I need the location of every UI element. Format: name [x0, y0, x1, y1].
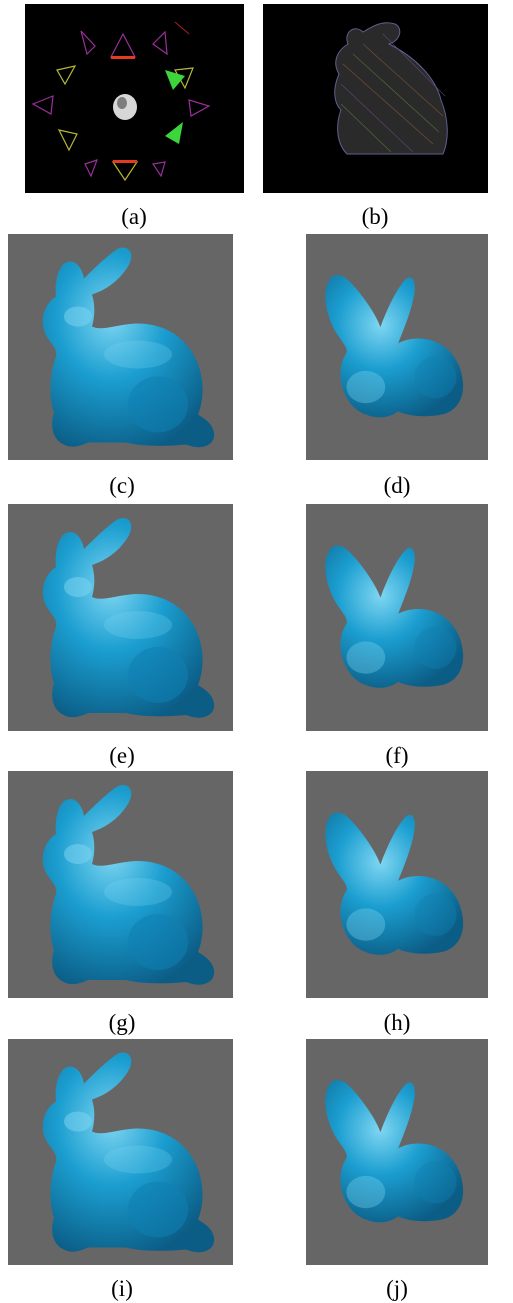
caption-b: (b): [361, 204, 389, 229]
figure-panel-b: [263, 4, 488, 193]
figure-panel-j: [306, 1039, 488, 1265]
figure-panel-d: [306, 234, 488, 460]
caption-i: (i): [111, 1276, 133, 1301]
figure-panel-a: [25, 4, 244, 193]
bunny-wireframe-render: [334, 22, 448, 155]
figure-panel-h: [306, 771, 488, 998]
bunny-reconstruction-front: [306, 1039, 488, 1265]
caption-h: (h): [383, 1010, 411, 1035]
caption-f: (f): [385, 743, 409, 768]
bunny-reconstruction-side: [8, 504, 233, 731]
caption-a: (a): [121, 204, 147, 229]
bunny-reconstruction-front: [306, 234, 488, 460]
bunny-reconstruction-side: [8, 771, 233, 998]
camera-rig-render: [31, 21, 211, 182]
figure-panel-i: [8, 1039, 233, 1265]
figure-panel-g: [8, 771, 233, 998]
caption-c: (c): [109, 473, 135, 498]
caption-d: (d): [383, 473, 411, 498]
bunny-reconstruction-side: [8, 1039, 233, 1265]
bunny-reconstruction-side: [8, 234, 233, 460]
caption-e: (e): [109, 743, 135, 768]
caption-g: (g): [108, 1010, 136, 1035]
caption-j: (j): [386, 1276, 408, 1301]
figure-panel-e: [8, 504, 233, 731]
bunny-reconstruction-front: [306, 504, 488, 731]
figure-panel-c: [8, 234, 233, 460]
figure-panel-f: [306, 504, 488, 731]
bunny-reconstruction-front: [306, 771, 488, 998]
